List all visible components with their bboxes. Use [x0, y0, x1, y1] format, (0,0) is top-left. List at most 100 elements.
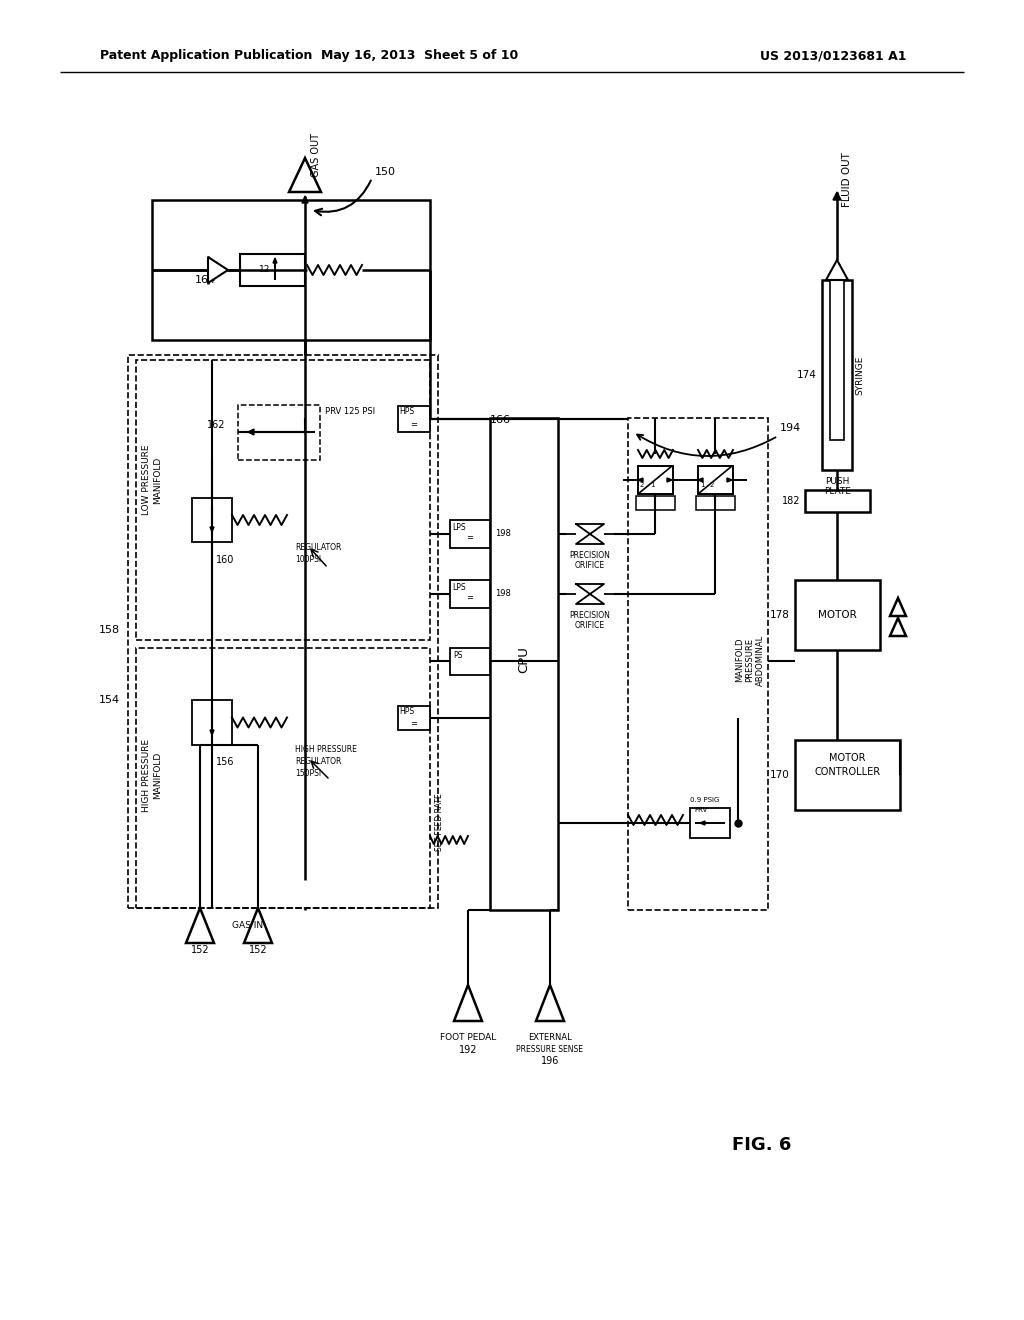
Text: PUSH: PUSH: [825, 478, 850, 487]
Text: 174: 174: [797, 370, 817, 380]
Text: PRECISION: PRECISION: [569, 611, 610, 620]
Text: HPS: HPS: [399, 408, 414, 417]
Text: SET FEED RATE: SET FEED RATE: [435, 793, 444, 851]
Bar: [398, 407, 430, 432]
Text: 156: 156: [216, 756, 234, 767]
Text: SYRINGE: SYRINGE: [855, 355, 864, 395]
Text: 0.9 PSIG: 0.9 PSIG: [690, 797, 720, 803]
Text: PRV 125 PSI: PRV 125 PSI: [325, 408, 375, 417]
Text: MOTOR: MOTOR: [829, 752, 865, 763]
Text: 198: 198: [495, 528, 511, 537]
Text: MANIFOLD: MANIFOLD: [153, 457, 162, 504]
Bar: [822, 280, 852, 470]
Polygon shape: [244, 908, 272, 942]
Text: LPS: LPS: [452, 523, 466, 532]
Text: ORIFICE: ORIFICE: [574, 561, 605, 570]
Text: CPU: CPU: [517, 647, 530, 673]
Bar: [450, 579, 490, 609]
Polygon shape: [289, 158, 321, 191]
Text: LPS: LPS: [452, 582, 466, 591]
Polygon shape: [210, 730, 214, 735]
Text: PRESSURE: PRESSURE: [745, 638, 755, 682]
Bar: [193, 498, 232, 543]
Text: PLATE: PLATE: [824, 487, 851, 496]
Text: FIG. 6: FIG. 6: [732, 1137, 792, 1154]
Text: PRESSURE SENSE: PRESSURE SENSE: [516, 1044, 584, 1053]
Text: ORIFICE: ORIFICE: [574, 622, 605, 631]
Text: =: =: [411, 719, 418, 729]
Text: 198: 198: [495, 589, 511, 598]
Bar: [698, 466, 733, 494]
Text: MANIFOLD: MANIFOLD: [153, 751, 162, 799]
Polygon shape: [638, 478, 643, 482]
Text: HPS: HPS: [399, 708, 414, 717]
Text: 2: 2: [710, 482, 714, 488]
Text: 160: 160: [216, 554, 234, 565]
Bar: [450, 648, 490, 675]
Text: May 16, 2013  Sheet 5 of 10: May 16, 2013 Sheet 5 of 10: [322, 49, 518, 62]
Text: FLUID OUT: FLUID OUT: [842, 153, 852, 207]
Text: 150PSI: 150PSI: [295, 770, 322, 779]
Text: ABDOMINAL: ABDOMINAL: [756, 635, 765, 685]
Text: HIGH PRESSURE: HIGH PRESSURE: [295, 746, 357, 755]
Text: 196: 196: [541, 1056, 559, 1067]
Text: GAS OUT: GAS OUT: [311, 133, 321, 177]
Polygon shape: [890, 618, 906, 636]
Bar: [795, 741, 900, 810]
Text: 164: 164: [195, 275, 216, 285]
Polygon shape: [536, 985, 564, 1020]
Text: 192: 192: [459, 1045, 477, 1055]
Polygon shape: [700, 821, 705, 825]
Text: 154: 154: [99, 696, 120, 705]
Bar: [136, 648, 430, 908]
Text: 1: 1: [699, 482, 705, 488]
Bar: [240, 253, 305, 286]
Bar: [830, 280, 844, 440]
Text: HIGH PRESSURE: HIGH PRESSURE: [142, 738, 151, 812]
Text: GAS IN: GAS IN: [232, 920, 263, 929]
Text: REGULATOR: REGULATOR: [295, 758, 341, 767]
Bar: [628, 418, 768, 909]
Text: PRV: PRV: [694, 807, 708, 813]
Text: 170: 170: [770, 770, 790, 780]
Text: FOOT PEDAL: FOOT PEDAL: [440, 1032, 496, 1041]
Text: PS: PS: [453, 651, 463, 660]
Bar: [690, 808, 730, 838]
Text: 12: 12: [259, 265, 270, 275]
Polygon shape: [454, 985, 482, 1020]
Bar: [193, 700, 232, 744]
Text: 100PSI: 100PSI: [295, 556, 322, 565]
Text: =: =: [411, 421, 418, 429]
Text: EXTERNAL: EXTERNAL: [528, 1032, 571, 1041]
Text: PRECISION: PRECISION: [569, 552, 610, 561]
Text: 1: 1: [650, 482, 654, 488]
Polygon shape: [302, 195, 308, 203]
Bar: [696, 496, 735, 510]
Text: =: =: [467, 594, 473, 602]
Text: US 2013/0123681 A1: US 2013/0123681 A1: [760, 49, 906, 62]
Text: MOTOR: MOTOR: [818, 610, 857, 620]
Bar: [638, 466, 673, 494]
Text: CONTROLLER: CONTROLLER: [814, 767, 881, 777]
Text: Patent Application Publication: Patent Application Publication: [100, 49, 312, 62]
Polygon shape: [890, 598, 906, 616]
Polygon shape: [210, 527, 214, 532]
Text: =: =: [467, 533, 473, 543]
Bar: [152, 201, 430, 341]
Bar: [490, 418, 558, 909]
Bar: [136, 360, 430, 640]
Text: 178: 178: [770, 610, 790, 620]
Bar: [450, 520, 490, 548]
Text: 194: 194: [780, 422, 801, 433]
Polygon shape: [208, 257, 228, 282]
Bar: [398, 706, 430, 730]
Polygon shape: [727, 478, 732, 482]
Text: 152: 152: [249, 945, 267, 954]
Bar: [795, 579, 880, 649]
Bar: [238, 405, 319, 459]
Polygon shape: [186, 908, 214, 942]
Text: 166: 166: [490, 414, 511, 425]
Polygon shape: [248, 429, 254, 436]
Text: LOW PRESSURE: LOW PRESSURE: [142, 445, 151, 515]
Polygon shape: [826, 260, 848, 280]
